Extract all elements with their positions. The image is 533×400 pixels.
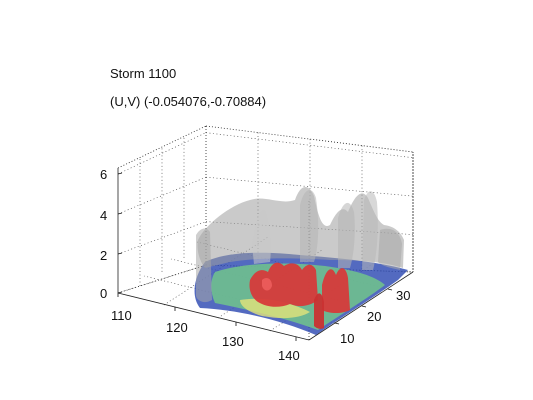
tick-mark — [387, 288, 393, 291]
tick-mark — [334, 322, 340, 325]
red-peak-front — [314, 293, 324, 329]
z-tick-label: 4 — [100, 208, 107, 223]
z-axis-ticks: 6 4 2 0 — [100, 167, 107, 301]
red-surface — [249, 262, 318, 307]
grey-surface-left — [196, 228, 212, 303]
grid-line — [117, 264, 207, 294]
y-axis-ticks: 10 20 30 — [340, 288, 410, 346]
yellow-surface — [240, 298, 310, 319]
tick-mark — [117, 291, 123, 294]
red-highlight — [262, 278, 272, 291]
x-tick-label: 130 — [222, 334, 244, 349]
chart-title: Storm 1100 — [110, 66, 176, 81]
z-tick-label: 2 — [100, 248, 107, 263]
grid-line — [117, 132, 207, 175]
grey-right-wall — [378, 228, 402, 270]
red-peak-right — [322, 268, 350, 313]
isosurfaces — [194, 186, 408, 335]
x-tick-label: 140 — [278, 348, 300, 363]
grey-peak-center — [252, 209, 271, 264]
grid-line — [205, 132, 414, 159]
y-tick-label: 10 — [340, 331, 354, 346]
x-tick-label: 110 — [111, 308, 132, 323]
y-tick-label: 20 — [367, 309, 381, 324]
chart-subtitle: (U,V) (-0.054076,-0.70884) — [110, 94, 266, 109]
grey-peak-far-right-2 — [362, 191, 378, 270]
tick-mark — [117, 252, 123, 255]
x-tick-label: 120 — [166, 320, 188, 335]
y-tick-label: 30 — [396, 288, 410, 303]
tick-mark — [117, 172, 123, 175]
grey-peak-far-right — [338, 202, 355, 268]
z-tick-label: 0 — [100, 286, 107, 301]
grid-line — [117, 221, 207, 255]
tick-mark — [117, 212, 123, 215]
tick-marks — [117, 172, 393, 341]
z-tick-label: 6 — [100, 167, 107, 182]
grey-peak-right — [300, 189, 319, 262]
x-axis-ticks: 110 120 130 140 — [111, 308, 300, 363]
tick-mark — [361, 305, 367, 308]
